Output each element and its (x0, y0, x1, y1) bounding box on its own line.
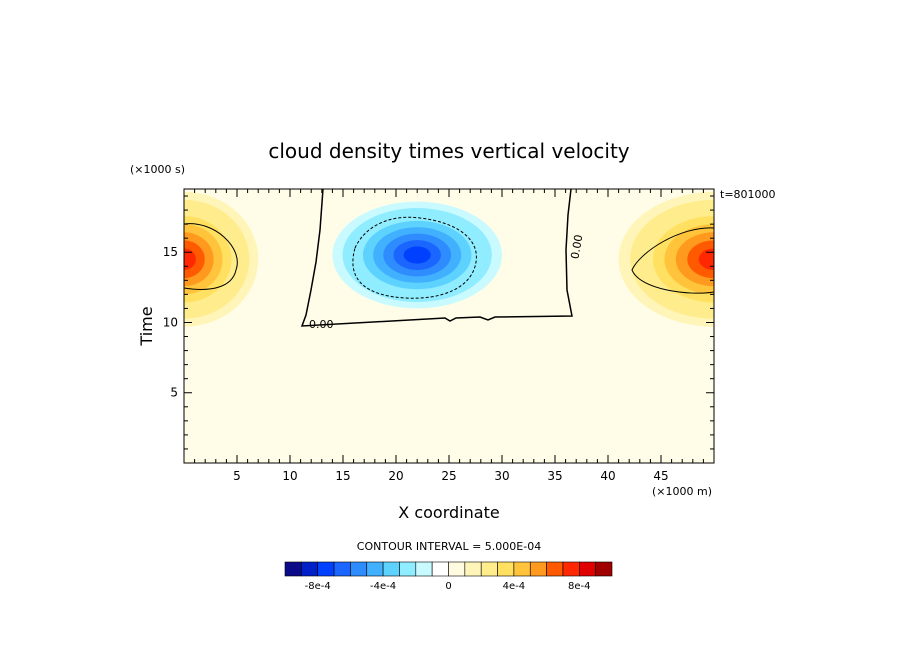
y-tick-label: 10 (163, 315, 178, 329)
colorbar-swatch (513, 561, 531, 577)
colorbar-swatch (333, 561, 351, 577)
time-label: t=801000 (720, 188, 776, 201)
colorbar-swatch (448, 561, 466, 577)
contour-interval: CONTOUR INTERVAL = 5.000E-04 (357, 540, 541, 553)
colorbar-tick-label: 4e-4 (503, 581, 526, 592)
y-tick-label: 15 (163, 245, 178, 259)
colorbar-swatch (562, 561, 580, 577)
colorbar-swatch (317, 561, 335, 577)
downdraft-center-band (403, 246, 431, 264)
colorbar-swatch (366, 561, 384, 577)
x-tick-label: 45 (653, 469, 668, 483)
y-unit-label: (×1000 s) (130, 163, 185, 176)
updraft-left-band (184, 248, 196, 271)
colorbar-labels: -8e-4 -4e-4 0 4e-4 8e-4 (305, 581, 591, 592)
colorbar-tick-label: -8e-4 (305, 581, 331, 592)
x-tick-label: 10 (282, 469, 297, 483)
x-axis-label: X coordinate (398, 503, 499, 522)
colorbar-swatch (480, 561, 498, 577)
colorbar-swatch (595, 561, 613, 577)
x-tick-label: 15 (335, 469, 350, 483)
x-tick-label: 30 (494, 469, 509, 483)
colorbar-swatch (399, 561, 417, 577)
colorbar (284, 561, 613, 577)
inner-contour-left (184, 223, 238, 290)
colorbar-swatch (497, 561, 515, 577)
colorbar-swatch (431, 561, 449, 577)
x-tick-label: 20 (388, 469, 403, 483)
tick-layer (184, 189, 714, 463)
colorbar-swatch (464, 561, 482, 577)
y-axis-label: Time (137, 306, 156, 346)
x-tick-label: 5 (233, 469, 241, 483)
x-tick-label: 35 (547, 469, 562, 483)
y-tick-labels: 5 10 15 (163, 245, 178, 400)
inner-contour-right (631, 227, 714, 294)
colorbar-swatch (529, 561, 547, 577)
field-layer (184, 191, 714, 327)
colorbar-swatch (350, 561, 368, 577)
x-unit-label: (×1000 m) (652, 485, 712, 498)
updraft-right-band (698, 248, 714, 271)
inner-contour-center (352, 216, 477, 299)
x-tick-label: 40 (600, 469, 615, 483)
plot-area (184, 189, 714, 463)
colorbar-swatch (284, 561, 302, 577)
zero-contour (300, 189, 573, 327)
colorbar-swatch (578, 561, 596, 577)
x-tick-label: 25 (441, 469, 456, 483)
colorbar-tick-label: 8e-4 (568, 581, 591, 592)
colorbar-swatch (415, 561, 433, 577)
contour-label-bottom: 0.00 (309, 318, 334, 331)
colorbar-swatch (382, 561, 400, 577)
colorbar-tick-label: -4e-4 (370, 581, 396, 592)
x-tick-labels: 5 10 15 20 25 30 35 40 45 (233, 469, 668, 483)
contour-label-right: 0.00 (568, 234, 585, 260)
y-tick-label: 5 (170, 386, 178, 400)
colorbar-tick-label: 0 (445, 581, 451, 592)
chart-title: cloud density times vertical velocity (268, 139, 629, 163)
colorbar-swatch (546, 561, 564, 577)
colorbar-swatch (301, 561, 319, 577)
